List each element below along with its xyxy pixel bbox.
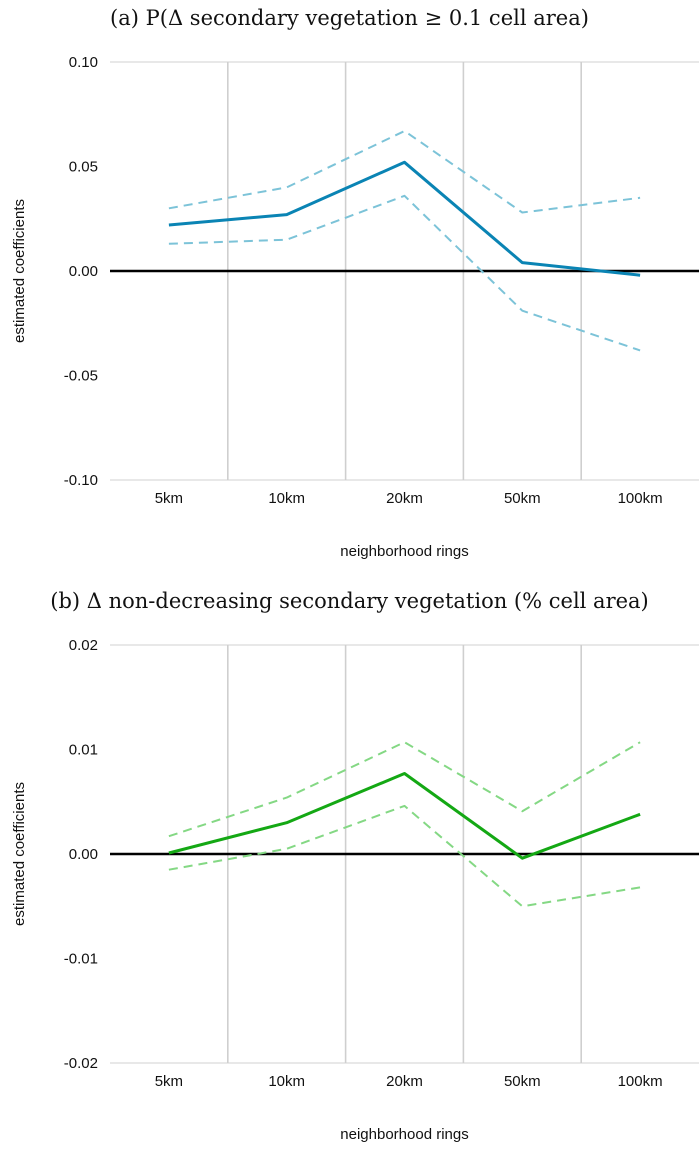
y-tick-label: 0.05 xyxy=(69,159,98,176)
y-tick-label: 0.10 xyxy=(69,54,98,71)
y-tick-label: -0.10 xyxy=(64,472,98,489)
x-tick-label: 5km xyxy=(155,490,183,507)
chart-title: (b) Δ non-decreasing secondary vegetatio… xyxy=(50,589,649,613)
series-line-estimate xyxy=(168,160,641,277)
series-line-upper xyxy=(168,741,641,838)
x-tick-label: 10km xyxy=(268,490,305,507)
chart-panel-a: (a) P(Δ secondary vegetation ≥ 0.1 cell … xyxy=(11,6,699,560)
chart-panel-b: (b) Δ non-decreasing secondary vegetatio… xyxy=(0,583,699,1166)
x-tick-label: 100km xyxy=(618,1073,663,1090)
y-tick-label: 0.01 xyxy=(69,742,98,759)
x-tick-label: 5km xyxy=(155,1073,183,1090)
x-tick-label: 20km xyxy=(386,1073,423,1090)
x-axis-label: neighborhood rings xyxy=(340,1126,468,1143)
x-tick-label: 10km xyxy=(268,1073,305,1090)
y-tick-label: 0.02 xyxy=(69,637,98,654)
x-tick-label: 100km xyxy=(618,490,663,507)
y-tick-label: 0.00 xyxy=(69,846,98,863)
y-tick-label: -0.05 xyxy=(64,368,98,385)
series-line-estimate xyxy=(168,772,641,860)
y-axis-label: estimated coefficients xyxy=(11,199,28,343)
y-tick-label: 0.00 xyxy=(69,263,98,280)
series-line-lower xyxy=(168,804,641,908)
chart-b: 0.02 0.01 0.00 -0.01 -0.02 5km 10km 20km 50km 100… xyxy=(11,637,699,1143)
x-tick-label: 20km xyxy=(386,490,423,507)
series-line-lower xyxy=(168,194,641,352)
x-axis-label: neighborhood rings xyxy=(340,543,468,560)
chart-a: 0.10 0.05 0.00 -0.05 -0.10 5km 10km 20km 50km 100… xyxy=(11,54,699,560)
x-tick-label: 50km xyxy=(504,490,541,507)
y-tick-label: -0.02 xyxy=(64,1055,98,1072)
y-tick-label: -0.01 xyxy=(64,951,98,968)
chart-title: (a) P(Δ secondary vegetation ≥ 0.1 cell … xyxy=(110,6,589,30)
x-tick-label: 50km xyxy=(504,1073,541,1090)
y-axis-label: estimated coefficients xyxy=(11,782,28,926)
series-line-upper xyxy=(168,130,641,214)
